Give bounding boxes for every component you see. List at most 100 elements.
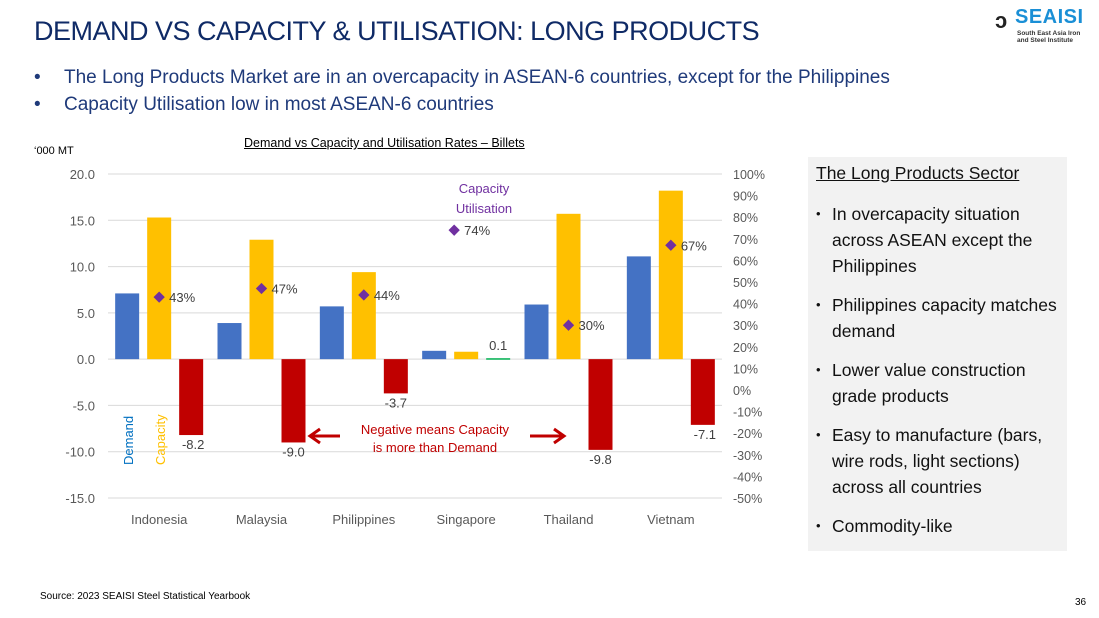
bars	[115, 190, 715, 450]
bar-difference	[588, 359, 613, 450]
utilisation-markers: 43% 47% 44% 74% 30% 67%	[153, 223, 707, 333]
sidebar-heading: The Long Products Sector	[816, 163, 1020, 183]
y2-tick-label: 100%	[733, 168, 765, 182]
x-tick-label: Indonesia	[131, 512, 188, 527]
logo-subtitle-line2: and Steel Institute	[1017, 37, 1073, 44]
bar-demand	[319, 306, 344, 360]
bar-demand	[626, 256, 651, 360]
bar-demand	[115, 293, 140, 360]
y2-tick-label: 90%	[733, 190, 758, 204]
x-axis-ticks: Indonesia Malaysia Philippines Singapore Tha…	[131, 512, 695, 527]
slide-title: DEMAND VS CAPACITY & UTILISATION: LONG P…	[34, 16, 760, 46]
y2-tick-label: 30%	[733, 319, 758, 333]
y-tick-label: -10.0	[65, 445, 95, 460]
y2-tick-label: 80%	[733, 211, 758, 225]
y2-tick-label: -40%	[733, 470, 762, 484]
chart-canvas: 20.0 15.0 10.0 5.0 0.0 -5.0 -10.0 -15.0 100% 90%…	[65, 167, 765, 527]
x-tick-label: Vietnam	[647, 512, 694, 527]
utilisation-marker-diamond-icon	[448, 224, 460, 236]
annotation-note: Negative means Capacity	[361, 422, 510, 437]
legend-demand-label: Demand	[121, 416, 136, 465]
utilisation-marker-diamond-icon	[358, 289, 370, 301]
logo-subtitle-line1: South East Asia Iron	[1017, 30, 1081, 37]
legend-utilisation-label: Utilisation	[456, 201, 512, 216]
sidebar-item: Commodity-like	[816, 513, 1061, 539]
bar-capacity	[454, 351, 479, 360]
utilisation-data-label: 67%	[681, 238, 707, 253]
logo-subtitle: South East Asia Iron and Steel Institute	[1017, 30, 1097, 44]
arrow-right-icon	[553, 427, 567, 445]
x-tick-label: Singapore	[437, 512, 496, 527]
sidebar-item: Lower value construction grade products	[816, 357, 1061, 409]
y2-tick-label: -20%	[733, 427, 762, 441]
annotation-note: is more than Demand	[373, 440, 497, 455]
utilisation-data-label: 47%	[272, 281, 298, 296]
data-labels: -8.2 -9.0 -3.7 0.1 -9.8 -7.1	[182, 338, 716, 467]
arrow-left-icon	[307, 427, 321, 445]
bar-difference	[383, 359, 408, 394]
gridlines	[108, 173, 722, 499]
difference-data-label: -8.2	[182, 437, 204, 452]
bar-difference	[281, 359, 306, 443]
y2-tick-label: -10%	[733, 406, 762, 420]
utilisation-data-label: 44%	[374, 288, 400, 303]
difference-data-label: -3.7	[385, 395, 407, 410]
y2-axis-ticks: 100% 90% 80% 70% 60% 50% 40% 30% 20% 10% 0% -10% -20…	[733, 168, 765, 506]
y-tick-label: -15.0	[65, 491, 95, 506]
x-tick-label: Malaysia	[236, 512, 288, 527]
y2-tick-label: 0%	[733, 384, 751, 398]
y-axis-ticks: 20.0 15.0 10.0 5.0 0.0 -5.0 -10.0 -15.0	[65, 167, 95, 506]
y2-tick-label: 40%	[733, 298, 758, 312]
bar-capacity	[249, 239, 274, 360]
seaisi-logo: ↄ SEAISI South East Asia Iron and Steel …	[995, 6, 1095, 46]
sidebar-item: Easy to manufacture (bars, wire rods, li…	[816, 422, 1061, 500]
bar-capacity	[556, 213, 581, 360]
difference-data-label: 0.1	[489, 338, 507, 353]
utilisation-data-label: 30%	[579, 318, 605, 333]
y2-tick-label: 20%	[733, 341, 758, 355]
x-tick-label: Thailand	[544, 512, 594, 527]
sidebar-item: In overcapacity situation across ASEAN e…	[816, 201, 1061, 279]
difference-data-label: -9.0	[282, 444, 304, 459]
utilisation-marker-diamond-icon	[153, 291, 165, 303]
annotations: Demand Capacity Capacity Utilisation Negativ…	[121, 181, 567, 465]
logo-name: SEAISI	[1015, 6, 1084, 28]
y-axis-unit-label: ‘000 MT	[34, 145, 74, 157]
y2-tick-label: -50%	[733, 492, 762, 506]
bar-demand	[422, 350, 447, 360]
sidebar-item: Philippines capacity matches demand	[816, 292, 1061, 344]
utilisation-marker-diamond-icon	[562, 319, 575, 331]
slide-bullets: The Long Products Market are in an overc…	[34, 64, 890, 118]
bar-capacity	[658, 190, 683, 360]
y-tick-label: 0.0	[77, 352, 95, 367]
difference-data-label: -9.8	[589, 452, 611, 467]
bar-demand	[524, 304, 549, 360]
y2-tick-label: -30%	[733, 449, 762, 463]
y-tick-label: 15.0	[70, 213, 95, 228]
utilisation-marker-diamond-icon	[665, 239, 677, 251]
sidebar-panel: The Long Products Sector In overcapacity…	[808, 157, 1067, 551]
y-tick-label: 5.0	[77, 306, 95, 321]
bar-difference	[486, 358, 511, 360]
y2-tick-label: 50%	[733, 276, 758, 290]
y-tick-label: 10.0	[70, 260, 95, 275]
legend-utilisation-label: Capacity	[459, 181, 510, 196]
utilisation-marker-diamond-icon	[255, 282, 268, 295]
difference-data-label: -7.1	[694, 427, 716, 442]
bar-capacity	[351, 272, 376, 360]
y2-tick-label: 70%	[733, 233, 758, 247]
sidebar-list: In overcapacity situation across ASEAN e…	[816, 201, 1061, 552]
utilisation-data-label: 74%	[464, 223, 490, 238]
bar-difference	[179, 359, 204, 436]
utilisation-data-label: 43%	[169, 290, 195, 305]
source-note: Source: 2023 SEAISI Steel Statistical Ye…	[40, 591, 251, 602]
spiral-logo-icon: ↄ	[995, 8, 1008, 33]
chart-title: Demand vs Capacity and Utilisation Rates…	[244, 136, 525, 150]
y2-tick-label: 10%	[733, 362, 758, 376]
y2-tick-label: 60%	[733, 254, 758, 268]
bar-capacity	[147, 217, 172, 360]
y-tick-label: -5.0	[73, 398, 95, 413]
page-number: 36	[1075, 597, 1087, 608]
bullet-item: Capacity Utilisation low in most ASEAN-6…	[34, 91, 890, 118]
bullet-item: The Long Products Market are in an overc…	[34, 64, 890, 91]
